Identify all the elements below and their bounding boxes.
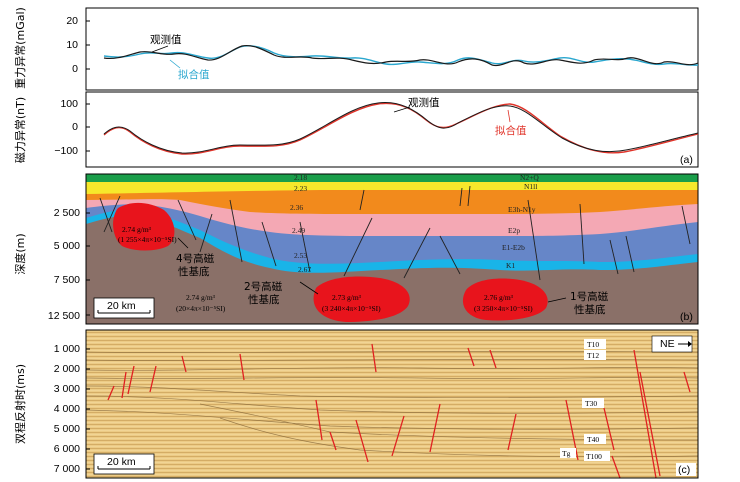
body-2-susceptibility: (3 240×4π×10⁻⁵SI) (322, 304, 381, 313)
magnetic-body-1 (462, 278, 548, 321)
layer-label-n1ll: N1ll (524, 182, 537, 191)
gravity-ylabel: 重力异常(mGal) (13, 7, 27, 89)
magnetic-ticks: 100 0 −100 (54, 98, 90, 157)
gravity-fitted-curve (103, 45, 699, 66)
north-arrow: NE (651, 335, 693, 353)
seismic-panel: 双程反射时(ms) (13, 329, 699, 479)
seismic-tick-4000: 4 000 (54, 403, 80, 415)
seismic-ylabel: 双程反射时(ms) (13, 364, 27, 444)
model-ylabel: 深度(m) (13, 233, 27, 274)
gravity-observed-label: 观测值 (150, 33, 182, 46)
model-panel: 深度(m) (13, 173, 699, 325)
basement-susceptibility: (20×4π×10⁻⁵SI) (176, 304, 226, 313)
body-4-label-line1: 4号高磁 (176, 252, 215, 265)
density-218: 2.18 (294, 173, 307, 182)
layer-label-e1e2b: E1-E2b (502, 243, 525, 252)
magnetic-ylabel: 磁力异常(nT) (14, 97, 27, 163)
magnetic-tick-neg100: −100 (54, 145, 78, 157)
seismic-scale-label: 20 km (107, 456, 136, 468)
gravity-tick-0: 0 (72, 63, 78, 75)
horizon-labels: T10 T12 T30 T40 Tg T100 (560, 339, 610, 461)
horizon-t40: T40 (587, 435, 599, 444)
density-267: 2.67 (298, 265, 311, 274)
body-2-density: 2.73 g/m³ (332, 293, 362, 302)
seismic-tick-2000: 2 000 (54, 363, 80, 375)
density-249: 2.49 (292, 226, 305, 235)
horizon-tg: Tg (562, 449, 571, 458)
model-scale-bar: 20 km (93, 297, 155, 319)
layer-label-k1: K1 (506, 261, 515, 270)
body-4-label-line2: 性基底 (178, 265, 210, 278)
body-4-susceptibility: (1 255×4π×10⁻⁵SI) (118, 235, 177, 244)
body-2-label-line2: 性基底 (248, 293, 280, 306)
panel-a-tag: (a) (680, 154, 693, 166)
seismic-ticks: 1 000 2 000 3 000 4 000 5 000 6 000 7 00… (54, 343, 90, 475)
horizon-t10: T10 (587, 340, 599, 349)
magnetic-observed-label: 观测值 (408, 96, 440, 109)
gravity-observed-curve (103, 44, 699, 67)
density-223: 2.23 (294, 184, 307, 193)
density-236: 2.36 (290, 203, 303, 212)
magnetic-tick-100: 100 (60, 98, 78, 110)
density-253: 2.53 (294, 251, 307, 260)
seismic-tick-7000: 7 000 (54, 463, 80, 475)
body-1-label-line1: 1号高磁 (570, 290, 609, 303)
magnetic-body-4 (113, 202, 175, 251)
gravity-ticks: 20 10 0 (66, 15, 90, 75)
panel-c-tag: (c) (678, 464, 690, 476)
model-faults (99, 185, 691, 281)
panel-b-tag: (b) (680, 311, 693, 323)
model-scale-label: 20 km (107, 300, 136, 312)
seismic-tick-6000: 6 000 (54, 443, 80, 455)
gravity-panel: 重力异常(mGal) 20 10 0 观测值 拟合值 (13, 7, 699, 91)
body-1-label-line2: 性基底 (574, 303, 606, 316)
seismic-tick-3000: 3 000 (54, 383, 80, 395)
magnetic-fitted-label: 拟合值 (495, 124, 527, 137)
layer-label-n2q: N2+Q (520, 173, 539, 182)
model-tick-12500: 12 500 (48, 310, 80, 322)
body-4-density: 2.74 g/m³ (122, 225, 152, 234)
model-tick-7500: 7 500 (54, 274, 80, 286)
north-arrow-label: NE (660, 338, 675, 350)
body-1-susceptibility: (3 250×4π×10⁻⁵SI) (474, 304, 533, 313)
body-2-label-line1: 2号高磁 (244, 280, 283, 293)
horizon-t30: T30 (585, 399, 597, 408)
magnetic-panel: 磁力异常(nT) 100 0 −100 观测值 拟合值 (a) (14, 91, 699, 168)
horizon-t12: T12 (587, 351, 599, 360)
layer-label-e3h: E3h-N1y (508, 205, 536, 214)
gravity-tick-10: 10 (66, 39, 78, 51)
layer-label-e2p: E2p (508, 226, 520, 235)
body-1-density: 2.76 g/m³ (484, 293, 514, 302)
magnetic-observed-curve (103, 102, 699, 154)
seismic-tick-1000: 1 000 (54, 343, 80, 355)
magnetic-tick-0: 0 (72, 121, 78, 133)
basement-density: 2.74 g/m³ (186, 293, 216, 302)
gravity-tick-20: 20 (66, 15, 78, 27)
seismic-scale-bar: 20 km (93, 453, 155, 475)
model-ticks: 2 500 5 000 7 500 12 500 (48, 207, 90, 322)
model-tick-2500: 2 500 (54, 207, 80, 219)
horizon-t100: T100 (586, 452, 602, 461)
magnetic-body-2 (313, 276, 410, 322)
gravity-fitted-label: 拟合值 (178, 68, 210, 81)
model-tick-5000: 5 000 (54, 240, 80, 252)
seismic-tick-5000: 5 000 (54, 423, 80, 435)
